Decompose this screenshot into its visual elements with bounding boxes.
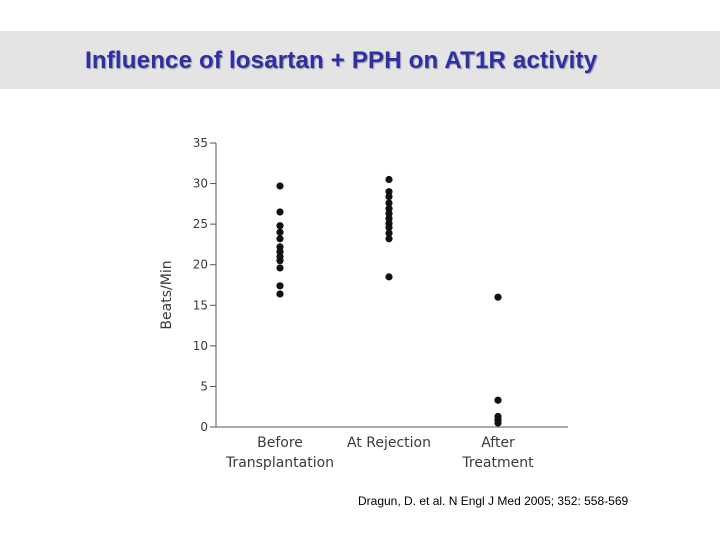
data-point [276, 257, 284, 265]
data-point [385, 175, 393, 184]
y-tick-label: 0 [200, 420, 208, 434]
data-point [494, 396, 502, 404]
category-label: Before [257, 435, 303, 451]
data-point [385, 229, 393, 237]
title-band [0, 31, 720, 89]
y-tick-label: 20 [193, 258, 208, 272]
data-point [276, 235, 284, 243]
y-axis-label: Beats/Min [159, 260, 175, 329]
data-points [276, 175, 502, 427]
chart-axes [215, 143, 568, 428]
data-point [494, 419, 502, 427]
data-point [385, 192, 393, 201]
slide-title: Influence of losartan + PPH on AT1R acti… [85, 47, 598, 74]
data-point [276, 228, 284, 236]
data-point [385, 273, 393, 281]
scatter-chart: 0 5 10 15 20 25 30 35 Before Transplantation At R… [159, 136, 568, 471]
category-label: Treatment [461, 455, 534, 471]
data-point [276, 282, 284, 290]
data-point [494, 293, 502, 301]
data-point [276, 208, 284, 216]
data-point [385, 235, 393, 243]
y-tick-label: 5 [200, 379, 208, 393]
y-tick-label: 25 [193, 217, 208, 231]
y-tick-label: 30 [193, 177, 208, 191]
y-tick-label: 15 [193, 298, 208, 312]
data-point [385, 223, 393, 231]
data-point [276, 290, 284, 298]
category-label: At Rejection [347, 435, 431, 451]
category-label: After [481, 435, 515, 451]
citation: Dragun, D. et al. N Engl J Med 2005; 352… [358, 494, 629, 508]
category-labels: Before Transplantation At Rejection After Tr… [225, 435, 534, 471]
data-point [385, 199, 393, 207]
data-point [276, 182, 284, 190]
y-tick-label: 10 [193, 339, 208, 353]
y-tick-label: 35 [193, 136, 208, 150]
data-point [276, 264, 284, 272]
data-point [276, 222, 284, 230]
y-ticks: 0 5 10 15 20 25 30 35 [193, 136, 216, 434]
category-label: Transplantation [225, 455, 334, 471]
